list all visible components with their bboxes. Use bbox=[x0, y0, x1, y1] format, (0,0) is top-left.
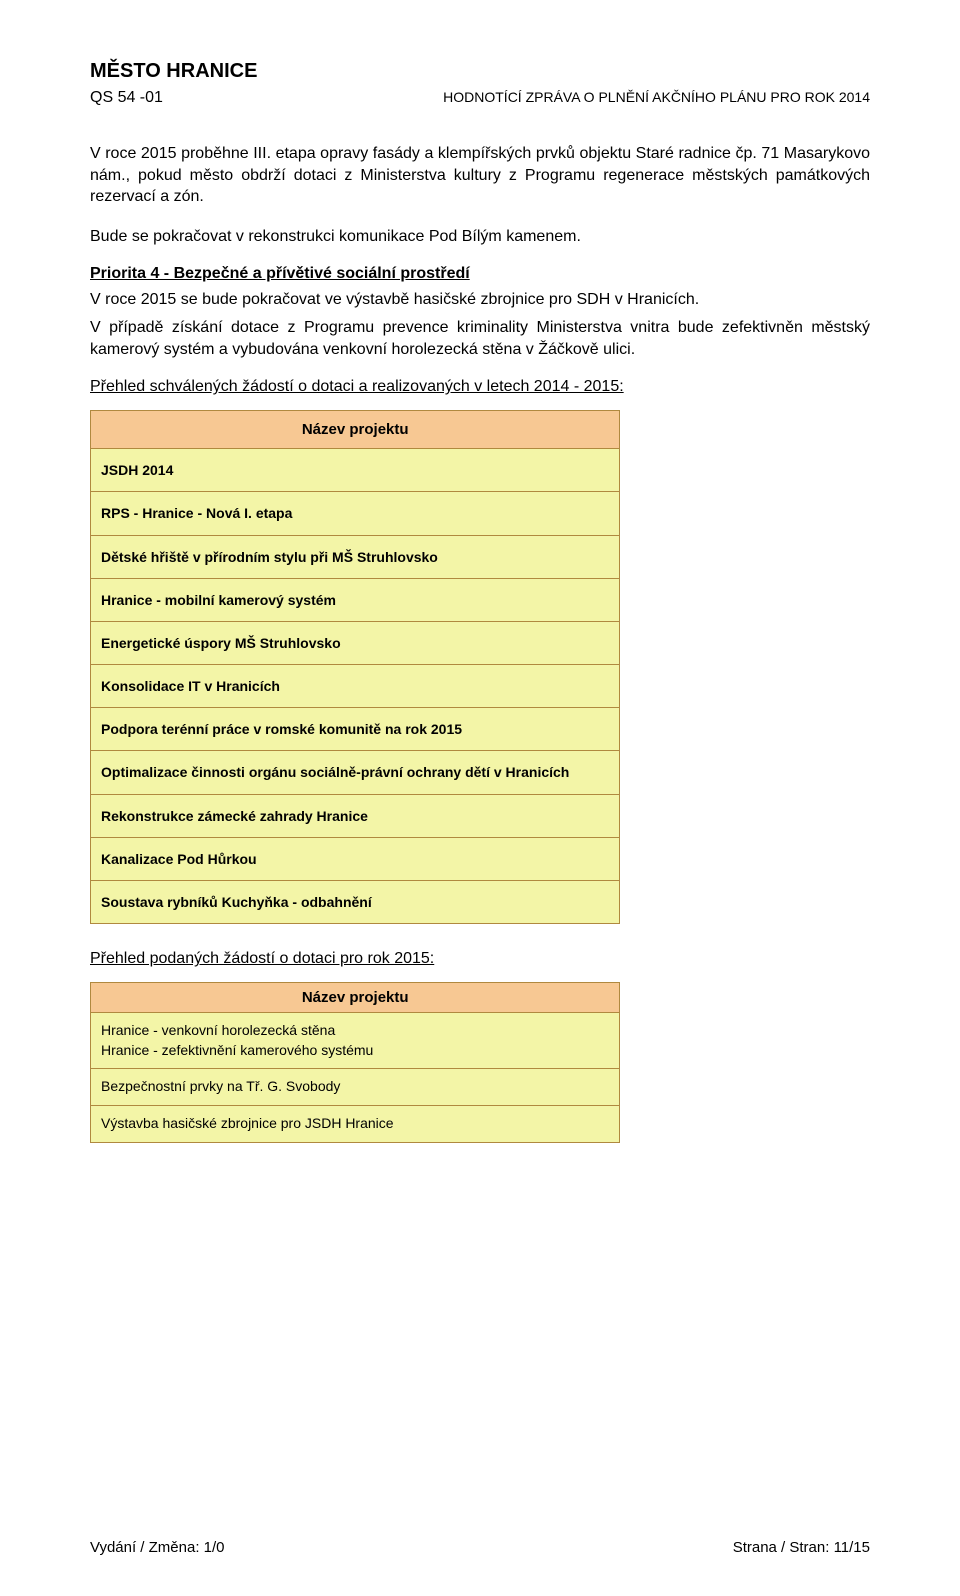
table-row: Hranice - venkovní horolezecká stěnaHran… bbox=[91, 1013, 620, 1069]
priorita-heading: Priorita 4 - Bezpečné a přívětivé sociál… bbox=[90, 265, 870, 283]
table-row: Výstavba hasičské zbrojnice pro JSDH Hra… bbox=[91, 1106, 620, 1143]
table-row: Podpora terénní práce v romské komunitě … bbox=[91, 708, 620, 751]
table1-subhead: Přehled schválených žádostí o dotaci a r… bbox=[90, 378, 870, 396]
doc-header-row: QS 54 -01 HODNOTÍCÍ ZPRÁVA O PLNĚNÍ AKČN… bbox=[90, 89, 870, 107]
table-row: Kanalizace Pod Hůrkou bbox=[91, 837, 620, 880]
table-row: Bezpečnostní prvky na Tř. G. Svobody bbox=[91, 1069, 620, 1106]
table-row: RPS - Hranice - Nová I. etapa bbox=[91, 492, 620, 535]
table-row: JSDH 2014 bbox=[91, 449, 620, 492]
table-row: Soustava rybníků Kuchyňka - odbahnění bbox=[91, 881, 620, 924]
paragraph-1: V roce 2015 proběhne III. etapa opravy f… bbox=[90, 143, 870, 208]
table2-header: Název projektu bbox=[91, 983, 620, 1013]
footer-left: Vydání / Změna: 1/0 bbox=[90, 1539, 225, 1556]
paragraph-3: V roce 2015 se bude pokračovat ve výstav… bbox=[90, 289, 870, 311]
table-row: Konsolidace IT v Hranicích bbox=[91, 665, 620, 708]
table-row: Optimalizace činnosti orgánu sociálně-pr… bbox=[91, 751, 620, 794]
footer-right: Strana / Stran: 11/15 bbox=[733, 1539, 870, 1556]
table-row: Rekonstrukce zámecké zahrady Hranice bbox=[91, 794, 620, 837]
table1-header: Název projektu bbox=[91, 411, 620, 449]
table-row: Dětské hřiště v přírodním stylu při MŠ S… bbox=[91, 535, 620, 578]
doc-subtitle: HODNOTÍCÍ ZPRÁVA O PLNĚNÍ AKČNÍHO PLÁNU … bbox=[443, 89, 870, 105]
paragraph-2: Bude se pokračovat v rekonstrukci komuni… bbox=[90, 226, 870, 248]
doc-city-title: MĚSTO HRANICE bbox=[90, 60, 870, 83]
table2-subhead: Přehled podaných žádostí o dotaci pro ro… bbox=[90, 950, 870, 968]
approved-projects-table: Název projektu JSDH 2014RPS - Hranice - … bbox=[90, 410, 620, 924]
submitted-projects-table: Název projektu Hranice - venkovní horole… bbox=[90, 982, 620, 1142]
table-row: Hranice - mobilní kamerový systém bbox=[91, 578, 620, 621]
paragraph-4: V případě získání dotace z Programu prev… bbox=[90, 317, 870, 360]
doc-code: QS 54 -01 bbox=[90, 89, 163, 107]
table-row: Energetické úspory MŠ Struhlovsko bbox=[91, 621, 620, 664]
page-footer: Vydání / Změna: 1/0 Strana / Stran: 11/1… bbox=[90, 1539, 870, 1556]
